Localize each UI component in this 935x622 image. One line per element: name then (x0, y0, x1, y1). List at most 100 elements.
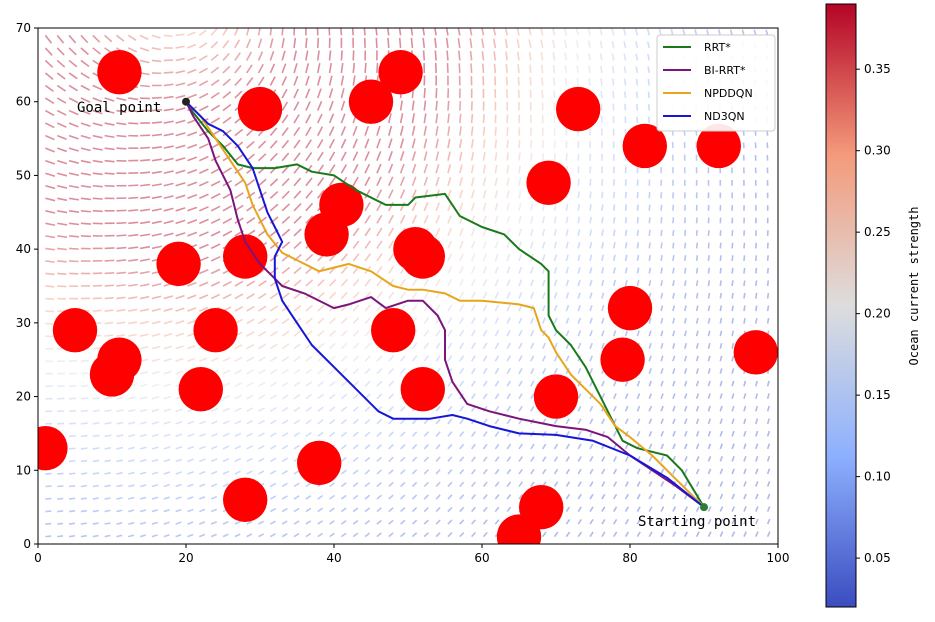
current-arrow (601, 330, 605, 337)
current-arrow (400, 443, 406, 450)
current-arrow (234, 420, 242, 425)
current-arrow (376, 469, 382, 475)
current-arrow (530, 241, 534, 249)
current-arrow (352, 494, 359, 500)
current-arrow (293, 177, 302, 187)
current-arrow (234, 382, 242, 387)
current-arrow (199, 268, 209, 275)
current-arrow (352, 431, 359, 437)
current-arrow (411, 278, 418, 287)
current-arrow (482, 240, 487, 249)
current-arrow (317, 419, 324, 425)
current-arrow (423, 151, 428, 161)
current-arrow (139, 459, 147, 463)
current-arrow (222, 28, 229, 36)
current-arrow (683, 292, 687, 299)
current-arrow (411, 519, 418, 525)
current-arrow (246, 216, 256, 225)
current-arrow (151, 408, 160, 413)
current-arrow (470, 367, 476, 375)
current-arrow (399, 138, 405, 149)
current-arrow (624, 506, 630, 512)
current-arrow (530, 266, 534, 274)
current-arrow (56, 147, 67, 153)
current-arrow (104, 446, 112, 450)
current-arrow (411, 291, 418, 299)
current-arrow (139, 346, 149, 350)
current-arrow (577, 481, 582, 487)
current-arrow (482, 456, 488, 462)
current-arrow (635, 78, 639, 86)
current-arrow (151, 433, 159, 438)
current-arrow (68, 472, 76, 475)
current-arrow (399, 163, 405, 174)
current-arrow (222, 458, 230, 463)
current-arrow (68, 97, 79, 104)
current-arrow (163, 395, 172, 400)
current-arrow (518, 228, 522, 237)
current-arrow (115, 34, 125, 42)
current-arrow (470, 317, 476, 324)
current-arrow (151, 183, 162, 187)
current-arrow (69, 422, 76, 425)
current-arrow (388, 393, 394, 400)
current-arrow (187, 319, 197, 325)
current-arrow (175, 144, 186, 149)
current-arrow (199, 420, 207, 425)
current-arrow (482, 317, 488, 324)
current-arrow (210, 508, 218, 513)
current-arrow (364, 317, 371, 325)
current-arrow (281, 470, 289, 475)
current-arrow (351, 28, 355, 36)
current-arrow (198, 67, 208, 74)
current-arrow (234, 166, 244, 174)
current-arrow (388, 519, 394, 525)
current-arrow (435, 138, 439, 149)
current-arrow (684, 380, 688, 387)
current-arrow (269, 28, 273, 36)
current-arrow (589, 531, 594, 538)
current-arrow (611, 40, 615, 49)
current-arrow (340, 431, 347, 437)
obstacle-circle (89, 352, 135, 397)
current-arrow (210, 91, 220, 99)
current-arrow (470, 355, 476, 362)
current-arrow (518, 215, 522, 224)
legend-label-npddqn: NPDDQN (704, 87, 753, 100)
current-arrow (601, 204, 604, 211)
current-arrow (293, 75, 299, 86)
current-arrow (423, 532, 429, 538)
current-arrow (423, 138, 428, 149)
current-arrow (139, 34, 149, 41)
current-arrow (281, 495, 288, 500)
current-arrow (328, 50, 332, 61)
current-arrow (104, 484, 111, 488)
current-arrow (518, 304, 523, 312)
current-arrow (731, 443, 735, 450)
current-arrow (577, 203, 581, 211)
current-arrow (506, 165, 510, 174)
current-arrow (470, 380, 476, 387)
current-arrow (672, 418, 676, 425)
current-arrow (731, 455, 735, 462)
current-arrow (766, 305, 770, 312)
current-arrow (352, 342, 360, 350)
current-arrow (589, 204, 592, 211)
current-arrow (447, 151, 451, 161)
colorbar-tick-label: 0.05 (864, 551, 891, 565)
current-arrow (599, 28, 603, 36)
current-arrow (128, 509, 135, 513)
current-arrow (352, 75, 356, 86)
current-arrow (45, 247, 55, 251)
current-arrow (400, 532, 406, 538)
current-arrow (660, 280, 664, 287)
current-arrow (600, 90, 603, 99)
current-arrow (175, 119, 186, 124)
obstacle-circle (193, 308, 238, 353)
current-arrow (258, 292, 267, 300)
current-arrow (69, 235, 80, 238)
current-arrow (388, 469, 394, 475)
current-arrow (459, 469, 465, 475)
current-arrow (340, 494, 347, 500)
current-arrow (731, 531, 736, 537)
